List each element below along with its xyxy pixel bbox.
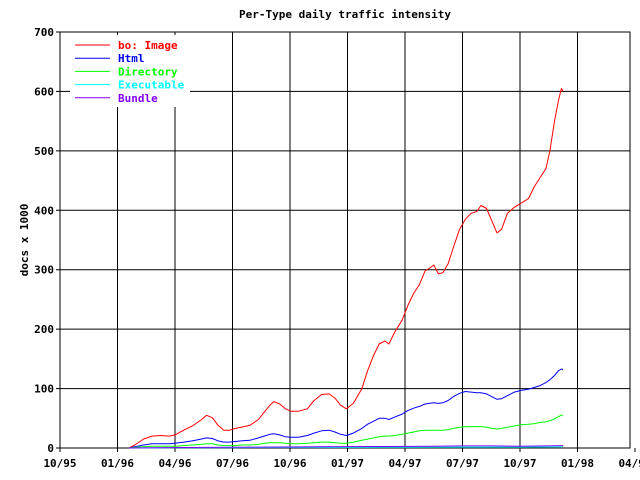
- y-tick-label: 100: [34, 383, 54, 396]
- x-tick-label: 04/97: [388, 457, 421, 470]
- legend-label: Bundle: [118, 92, 158, 105]
- x-tick-label: 04/98: [618, 457, 640, 470]
- legend-label: Html: [118, 52, 145, 65]
- x-tick-label: 01/98: [561, 457, 594, 470]
- x-tick-label: 01/97: [331, 457, 364, 470]
- legend-label: Executable: [118, 79, 185, 92]
- x-tick-label: 10/97: [503, 457, 536, 470]
- y-tick-label: 0: [47, 442, 54, 455]
- x-tick-label: 10/95: [43, 457, 76, 470]
- x-tick-label: 07/96: [216, 457, 249, 470]
- chart-title: Per-Type daily traffic intensity: [239, 8, 451, 21]
- y-tick-label: 300: [34, 264, 54, 277]
- legend-label: bo: Image: [118, 39, 178, 52]
- y-tick-label: 400: [34, 204, 54, 217]
- x-tick-label: 04/96: [158, 457, 191, 470]
- y-axis-ticks: 0 100 200 300 400 500 600 700: [34, 26, 60, 455]
- x-tick-label: 07/97: [446, 457, 479, 470]
- y-tick-label: 700: [34, 26, 54, 39]
- y-tick-label: 200: [34, 323, 54, 336]
- series-line-0: [128, 88, 564, 449]
- x-tick-label: 10/96: [273, 457, 306, 470]
- y-tick-label: 500: [34, 145, 54, 158]
- series-line-2: [128, 414, 564, 449]
- series-line-1: [128, 368, 564, 449]
- x-axis-ticks: 10/95 01/96 04/96 07/96 10/96 01/97 04/97 07/97…: [43, 448, 640, 470]
- legend-label: Directory: [118, 65, 178, 78]
- series-line-4: [128, 445, 564, 449]
- plot-frame: [59, 31, 631, 449]
- y-tick-label: 600: [34, 85, 54, 98]
- x-tick-label: 01/96: [101, 457, 134, 470]
- y-axis-label: docs x 1000: [18, 204, 31, 277]
- series-lines: [128, 88, 564, 449]
